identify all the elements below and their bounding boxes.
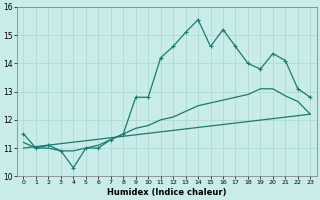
X-axis label: Humidex (Indice chaleur): Humidex (Indice chaleur) (107, 188, 227, 197)
